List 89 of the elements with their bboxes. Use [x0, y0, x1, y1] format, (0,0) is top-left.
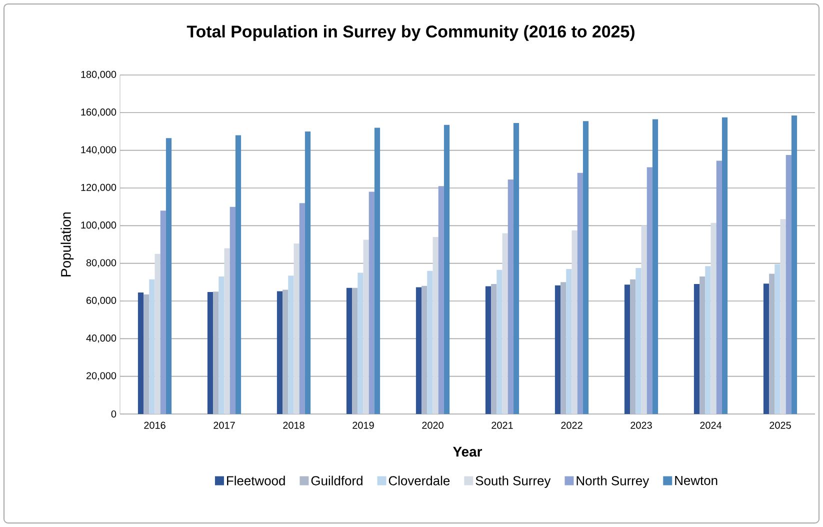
bar: [374, 128, 380, 414]
bar: [304, 131, 311, 414]
bar: [427, 270, 433, 414]
bar: [144, 294, 150, 414]
bar: [166, 138, 172, 414]
bar: [560, 282, 566, 414]
bar: [554, 285, 561, 414]
y-tick-label: 20,000: [86, 372, 116, 380]
x-tick-label: 2016: [144, 422, 166, 429]
bar: [363, 240, 369, 414]
y-tick-label: 40,000: [86, 334, 116, 343]
bar: [368, 192, 374, 414]
bar: [444, 124, 450, 414]
bar: [769, 274, 775, 414]
legend-label: South Surrey: [476, 476, 551, 488]
x-tick-label: 2021: [492, 422, 513, 429]
bar: [694, 284, 700, 414]
bar: [207, 292, 214, 414]
x-tick-label: 2024: [700, 422, 722, 429]
bar: [646, 167, 652, 414]
bar: [786, 155, 792, 414]
bar: [763, 284, 770, 414]
bar: [572, 230, 578, 414]
bar: [138, 292, 144, 414]
y-tick-label: 80,000: [86, 259, 116, 268]
bar: [636, 268, 642, 414]
bar: [218, 276, 224, 414]
bar: [282, 290, 288, 414]
bar: [513, 123, 520, 414]
y-tick-label: 160,000: [81, 108, 116, 117]
bar: [491, 284, 497, 414]
bar: [432, 236, 438, 414]
bar: [149, 279, 155, 414]
bar: [582, 121, 589, 414]
legend-label: Cloverdale: [388, 476, 450, 486]
bar: [496, 270, 502, 414]
bar: [224, 248, 230, 414]
legend-label: Guildford: [311, 476, 362, 486]
x-tick-label: 2025: [770, 422, 791, 429]
legend-label: Newton: [675, 476, 718, 486]
bar: [641, 226, 647, 414]
bar: [288, 276, 294, 414]
bar: [276, 291, 283, 414]
y-axis-title: Population: [60, 212, 74, 276]
legend-label: Fleetwood: [227, 476, 285, 486]
bar: [774, 264, 780, 414]
bar: [230, 206, 236, 414]
bar: [235, 135, 242, 414]
bar: [624, 284, 630, 414]
x-axis-title: Year: [453, 446, 482, 457]
chart-title: Total Population in Surrey by Community (2016 to 2025): [186, 25, 634, 41]
bar: [154, 254, 160, 414]
bar: [422, 286, 428, 414]
bar: [438, 186, 444, 414]
bar: [160, 210, 166, 414]
bar: [630, 279, 636, 414]
y-tick-label: 0: [111, 410, 116, 418]
bar: [358, 272, 364, 414]
bar: [700, 276, 706, 414]
x-tick-label: 2023: [630, 422, 652, 429]
bar: [294, 244, 300, 414]
x-tick-label: 2018: [283, 422, 304, 429]
bar: [346, 288, 352, 414]
bar: [566, 268, 572, 414]
bar: [352, 288, 358, 414]
bar: [502, 233, 508, 414]
bar: [705, 266, 711, 414]
y-tick-label: 180,000: [81, 70, 116, 80]
x-tick-label: 2017: [214, 422, 235, 429]
y-tick-label: 140,000: [81, 146, 116, 154]
bar: [577, 172, 583, 414]
bar: [213, 292, 219, 414]
x-tick-label: 2020: [422, 422, 444, 429]
bar: [722, 117, 728, 414]
legend-label: North Surrey: [576, 476, 650, 488]
bar: [716, 160, 722, 414]
x-tick-label: 2019: [352, 422, 374, 429]
bar: [508, 180, 514, 414]
y-tick-label: 120,000: [81, 184, 116, 192]
y-tick-label: 100,000: [81, 222, 116, 230]
y-tick-label: 60,000: [86, 296, 116, 306]
bar: [652, 119, 658, 414]
bar: [710, 222, 716, 414]
bar: [791, 115, 798, 414]
bar: [780, 219, 786, 414]
bar: [299, 203, 305, 414]
bar: [485, 286, 492, 414]
bar: [416, 287, 422, 414]
x-tick-label: 2022: [561, 422, 582, 429]
